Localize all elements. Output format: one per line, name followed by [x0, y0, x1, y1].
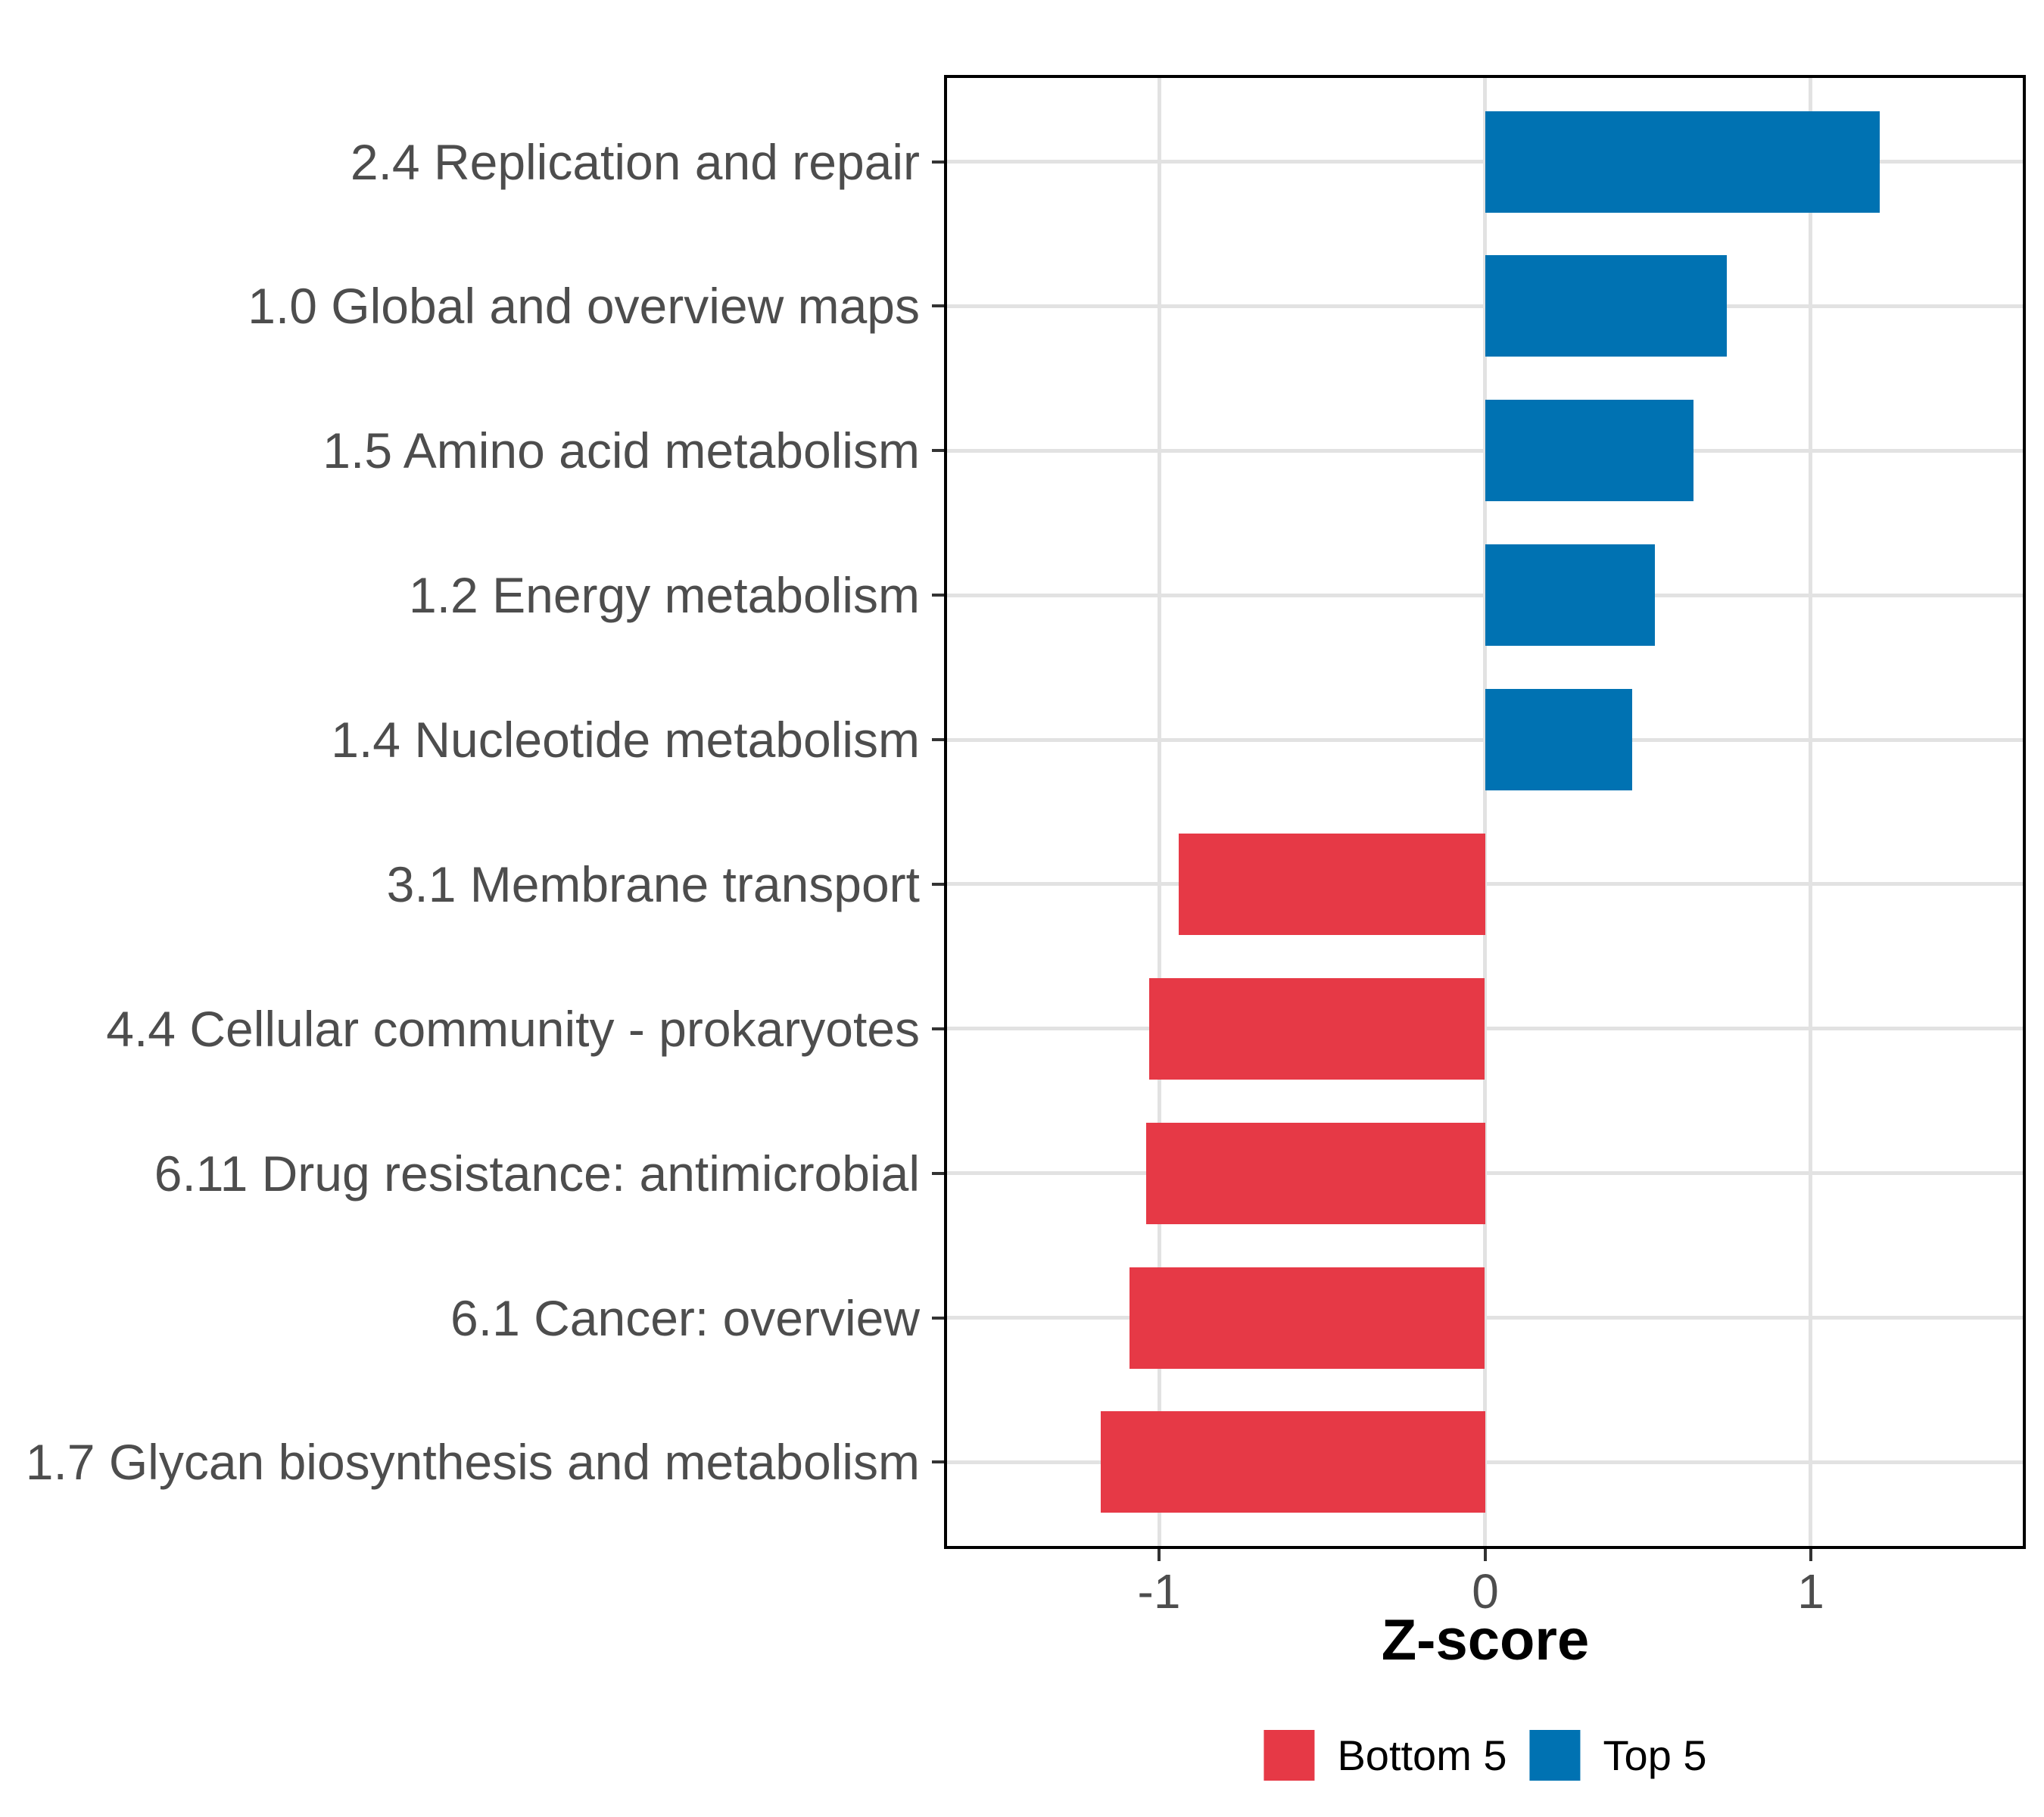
legend-label-top5: Top 5 [1603, 1731, 1707, 1779]
bar-bottom-5 [1179, 834, 1485, 935]
legend-item-bottom5: Bottom 5 [1263, 1730, 1507, 1781]
y-tick-mark [932, 883, 944, 886]
gridline-x--1 [1158, 75, 1161, 1549]
x-axis-title: Z-score [1381, 1608, 1590, 1672]
y-tick-mark [932, 594, 944, 597]
bar-top-2 [1485, 400, 1693, 501]
y-axis-label: 6.1 Cancer: overview [450, 1290, 920, 1346]
legend-item-top5: Top 5 [1529, 1730, 1707, 1781]
gridline-x-1 [1809, 75, 1812, 1549]
y-axis-label: 6.11 Drug resistance: antimicrobial [154, 1145, 920, 1201]
y-tick-mark [932, 738, 944, 741]
legend: Bottom 5 Top 5 [1263, 1730, 1707, 1781]
gridline-x-0 [1483, 75, 1487, 1549]
y-tick-mark [932, 161, 944, 164]
y-tick-mark [932, 449, 944, 452]
bar-bottom-8 [1129, 1267, 1485, 1369]
y-axis-label: 3.1 Membrane transport [386, 856, 920, 912]
x-tick-label: -1 [1137, 1564, 1181, 1619]
legend-swatch-bottom5-icon [1263, 1730, 1315, 1781]
y-axis-label: 4.4 Cellular community - prokaryotes [106, 1001, 920, 1057]
x-tick-label: 0 [1472, 1564, 1499, 1619]
y-axis-label: 2.4 Replication and repair [350, 134, 920, 190]
y-axis-label: 1.0 Global and overview maps [248, 278, 920, 334]
bar-bottom-7 [1146, 1123, 1485, 1224]
legend-swatch-top5-icon [1529, 1730, 1581, 1781]
y-axis-label: 1.5 Amino acid metabolism [322, 422, 920, 478]
bar-top-1 [1485, 255, 1727, 357]
bar-bottom-6 [1149, 978, 1485, 1080]
x-tick-mark [1809, 1549, 1812, 1561]
bar-top-0 [1485, 111, 1880, 213]
y-tick-mark [932, 1460, 944, 1463]
y-axis-label: 1.2 Energy metabolism [409, 567, 920, 623]
y-tick-mark [932, 1172, 944, 1175]
y-axis-label: 1.4 Nucleotide metabolism [331, 712, 920, 768]
bar-top-3 [1485, 544, 1655, 646]
y-tick-mark [932, 1027, 944, 1030]
y-tick-mark [932, 304, 944, 307]
x-tick-mark [1484, 1549, 1487, 1561]
legend-label-bottom5: Bottom 5 [1337, 1731, 1507, 1779]
y-tick-mark [932, 1317, 944, 1320]
y-axis-label: 1.7 Glycan biosynthesis and metabolism [25, 1434, 920, 1490]
bar-bottom-9 [1101, 1411, 1485, 1513]
bar-top-4 [1485, 689, 1632, 790]
x-tick-label: 1 [1797, 1564, 1824, 1619]
x-tick-mark [1158, 1549, 1161, 1561]
